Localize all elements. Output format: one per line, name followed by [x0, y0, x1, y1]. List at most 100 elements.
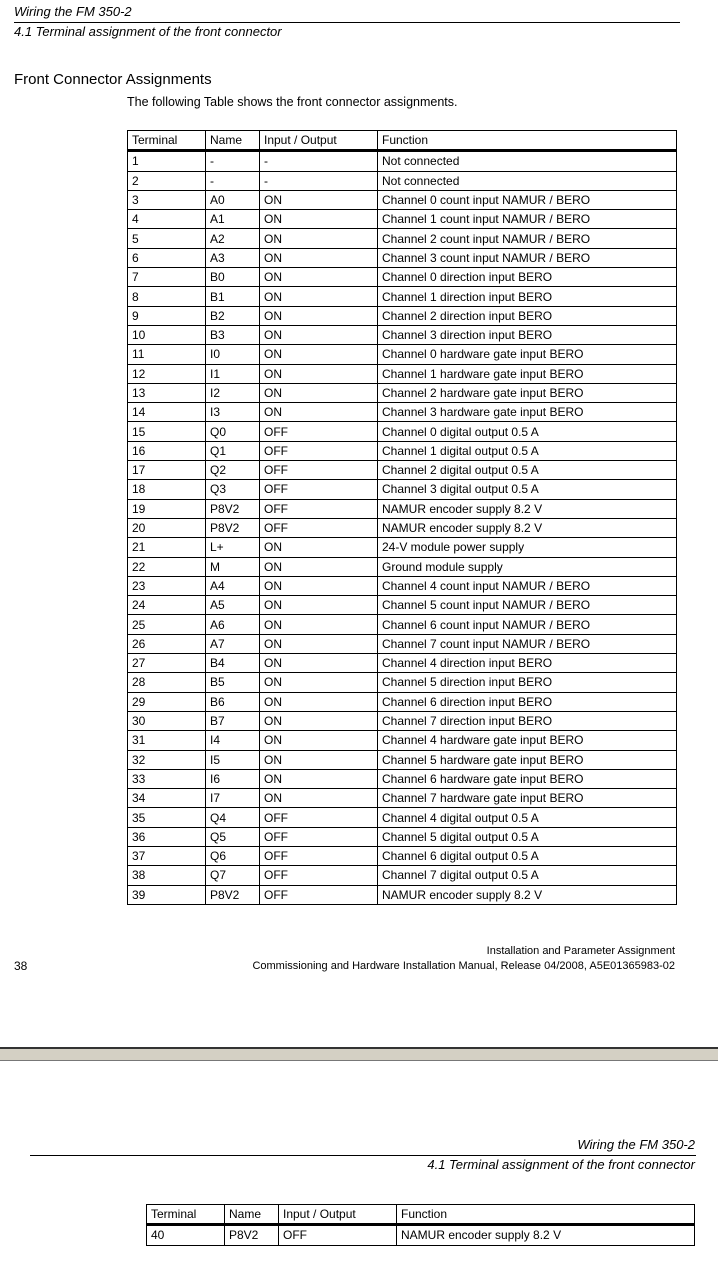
cell-terminal: 10 [127, 324, 206, 346]
cell-input-output: ON [259, 653, 378, 674]
cell-terminal: 17 [127, 460, 206, 481]
cell-terminal: 18 [127, 479, 206, 500]
column-header-name: Name [224, 1203, 279, 1227]
table-row: 18 Q3 OFF Channel 3 digital output 0.5 A [127, 479, 677, 500]
cell-input-output: ON [259, 595, 378, 616]
cell-function: Channel 6 direction input BERO [377, 691, 677, 712]
cell-name: A6 [205, 614, 260, 635]
cell-input-output: OFF [259, 517, 378, 539]
cell-function: Channel 3 hardware gate input BERO [377, 402, 677, 423]
cell-terminal: 22 [127, 556, 206, 577]
cell-terminal: 19 [127, 498, 206, 519]
cell-name: A3 [205, 247, 260, 269]
table-row: 16 Q1 OFF Channel 1 digital output 0.5 A [127, 440, 677, 462]
intro-text: The following Table shows the front conn… [127, 95, 458, 109]
cell-terminal: 34 [127, 788, 206, 809]
cell-function: Channel 1 digital output 0.5 A [377, 440, 677, 462]
cell-name: Q4 [205, 807, 260, 828]
cell-function: Channel 1 direction input BERO [377, 286, 677, 307]
cell-input-output: ON [259, 189, 378, 211]
cell-terminal: 25 [127, 614, 206, 635]
cell-function: Channel 1 hardware gate input BERO [377, 363, 677, 384]
table-row: 27 B4 ON Channel 4 direction input BERO [127, 653, 677, 674]
cell-function: Channel 3 count input NAMUR / BERO [377, 247, 677, 269]
running-header-title: Wiring the FM 350-2 [14, 4, 132, 19]
table-row: 2- - Not connected [127, 170, 677, 191]
table-row: 5 A2 ON Channel 2 count input NAMUR / BERO [127, 228, 677, 249]
cell-name: Q3 [205, 479, 260, 500]
cell-function: 24-V module power supply [377, 537, 677, 558]
cell-name: P8V2 [205, 517, 260, 539]
section-heading: Front Connector Assignments [14, 71, 212, 88]
cell-input-output: ON [259, 402, 378, 423]
cell-function: Channel 7 hardware gate input BERO [377, 788, 677, 809]
cell-terminal: 29 [127, 691, 206, 712]
cell-function: NAMUR encoder supply 8.2 V [377, 517, 677, 539]
table-row: 6 A3 ON Channel 3 count input NAMUR / BERO [127, 247, 677, 269]
table-row: 15 Q0 OFF Channel 0 digital output 0.5 A [127, 421, 677, 442]
cell-name: A2 [205, 228, 260, 249]
cell-name: B3 [205, 324, 260, 346]
cell-input-output: ON [259, 730, 378, 751]
table-row: 22 M ON Ground module supply [127, 556, 677, 577]
cell-function: Channel 2 digital output 0.5 A [377, 460, 677, 481]
cell-function: Channel 4 hardware gate input BERO [377, 730, 677, 751]
cell-input-output: OFF [259, 460, 378, 481]
table-row: 4 A1 ON Channel 1 count input NAMUR / BERO [127, 209, 677, 230]
cell-function: Channel 3 direction input BERO [377, 324, 677, 346]
table-row: 12 I1 ON Channel 1 hardware gate input BERO [127, 363, 677, 384]
cell-name: B1 [205, 286, 260, 307]
column-header-input-output: Input / Output [259, 129, 378, 153]
cell-input-output: - [259, 170, 378, 191]
cell-function: NAMUR encoder supply 8.2 V [396, 1224, 695, 1246]
table-row: 34 I7 ON Channel 7 hardware gate input BERO [127, 788, 677, 809]
cell-terminal: 32 [127, 749, 206, 770]
cell-input-output: ON [259, 691, 378, 712]
cell-function: Ground module supply [377, 556, 677, 577]
cell-input-output: OFF [259, 845, 378, 867]
cell-function: Channel 2 count input NAMUR / BERO [377, 228, 677, 249]
cell-function: NAMUR encoder supply 8.2 V [377, 498, 677, 519]
cell-input-output: ON [259, 633, 378, 655]
cell-input-output: OFF [259, 479, 378, 500]
cell-name: Q1 [205, 440, 260, 462]
cell-input-output: ON [259, 382, 378, 404]
cell-terminal: 12 [127, 363, 206, 384]
table-row: 23 A4 ON Channel 4 count input NAMUR / BERO [127, 575, 677, 597]
cell-input-output: ON [259, 363, 378, 384]
cell-function: Not connected [377, 150, 677, 172]
cell-function: Channel 3 digital output 0.5 A [377, 479, 677, 500]
cell-terminal: 35 [127, 807, 206, 828]
column-header-name: Name [205, 129, 260, 153]
cell-terminal: 16 [127, 440, 206, 462]
cell-terminal: 3 [127, 189, 206, 211]
table-row: 33 I6 ON Channel 6 hardware gate input BERO [127, 768, 677, 790]
cell-function: Channel 6 digital output 0.5 A [377, 845, 677, 867]
cell-name: B7 [205, 710, 260, 732]
cell-terminal: 13 [127, 382, 206, 404]
cell-function: Not connected [377, 170, 677, 191]
cell-name: B4 [205, 653, 260, 674]
cell-input-output: - [259, 150, 378, 172]
table-row: 32 I5 ON Channel 5 hardware gate input BERO [127, 749, 677, 770]
cell-input-output: OFF [259, 826, 378, 847]
cell-input-output: ON [259, 267, 378, 288]
table-row: 3 A0 ON Channel 0 count input NAMUR / BERO [127, 189, 677, 211]
table-header-row: Terminal Name Input / Output Function [146, 1203, 695, 1227]
column-header-function: Function [377, 129, 677, 153]
cell-name: Q5 [205, 826, 260, 847]
cell-input-output: ON [259, 788, 378, 809]
table-row: 31 I4 ON Channel 4 hardware gate input BERO [127, 730, 677, 751]
cell-terminal: 37 [127, 845, 206, 867]
table-row: 11 I0 ON Channel 0 hardware gate input BERO [127, 344, 677, 365]
table-row: 25 A6 ON Channel 6 count input NAMUR / BERO [127, 614, 677, 635]
table-row: 20 P8V2 OFF NAMUR encoder supply 8.2 V [127, 517, 677, 539]
cell-input-output: ON [259, 614, 378, 635]
cell-name: Q0 [205, 421, 260, 442]
cell-name: A0 [205, 189, 260, 211]
running-header-title: Wiring the FM 350-2 [577, 1137, 695, 1152]
cell-name: P8V2 [205, 884, 260, 905]
cell-name: M [205, 556, 260, 577]
cell-function: Channel 6 count input NAMUR / BERO [377, 614, 677, 635]
table-row: 36 Q5 OFF Channel 5 digital output 0.5 A [127, 826, 677, 847]
